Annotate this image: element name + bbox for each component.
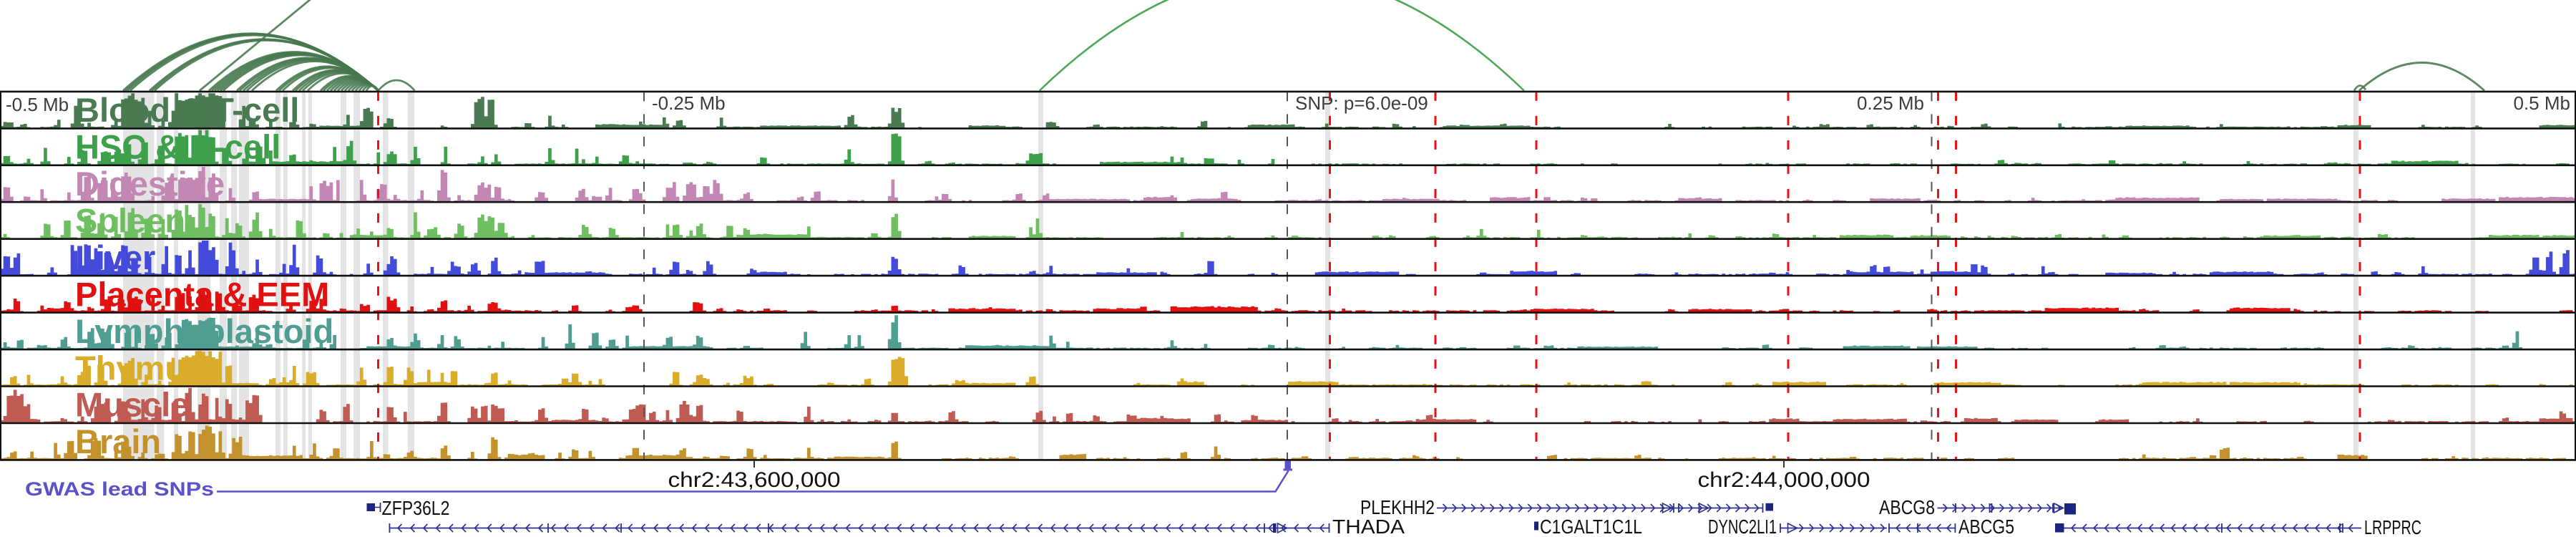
svg-text:-0.25 Mb: -0.25 Mb	[652, 92, 726, 114]
svg-text:0.25 Mb: 0.25 Mb	[1857, 92, 1924, 114]
svg-text:ABCG5: ABCG5	[1958, 516, 2014, 537]
svg-text:DYNC2LI1: DYNC2LI1	[1708, 516, 1777, 537]
svg-text:chr2:43,600,000: chr2:43,600,000	[668, 468, 841, 492]
svg-text:chr2:44,000,000: chr2:44,000,000	[1698, 468, 1870, 492]
svg-text:THADA: THADA	[1332, 516, 1405, 537]
svg-text:0.5 Mb: 0.5 Mb	[2514, 92, 2571, 114]
svg-text:LRPPRC: LRPPRC	[2364, 516, 2421, 537]
svg-text:ZFP36L2: ZFP36L2	[382, 497, 450, 519]
svg-text:Brain: Brain	[75, 422, 161, 460]
svg-text:C1GALT1C1L: C1GALT1C1L	[1540, 516, 1642, 537]
svg-text:ABCG8: ABCG8	[1879, 496, 1935, 518]
svg-text:PLEKHH2: PLEKHH2	[1360, 496, 1435, 518]
svg-text:-0.5 Mb: -0.5 Mb	[6, 94, 69, 115]
svg-text:SNP: p=6.0e-09: SNP: p=6.0e-09	[1295, 92, 1428, 114]
svg-text:GWAS lead SNPs: GWAS lead SNPs	[25, 478, 214, 500]
svg-text:Muscle: Muscle	[75, 386, 189, 424]
